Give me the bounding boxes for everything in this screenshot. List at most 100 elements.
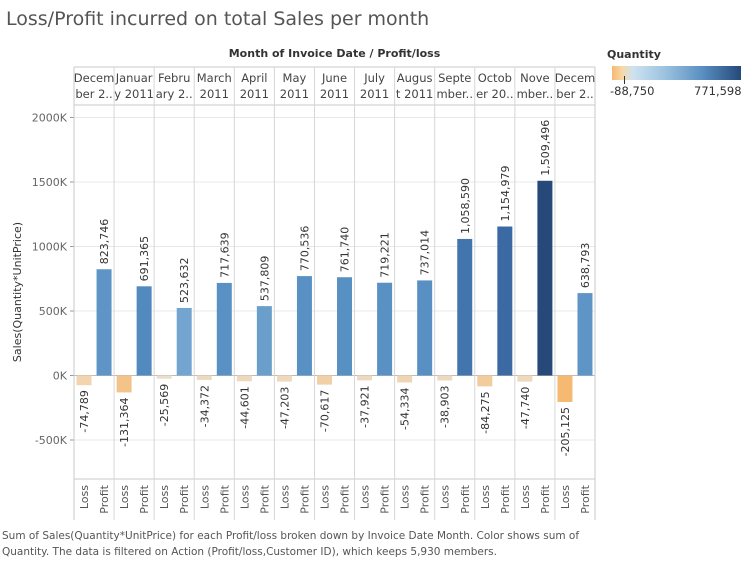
subcategory-label-profit: Profit <box>98 484 111 513</box>
subcategory-label-loss: Loss <box>158 485 171 509</box>
subcategory-label-profit: Profit <box>499 484 512 513</box>
month-label-line1: July <box>363 71 385 85</box>
profit-bar <box>296 276 312 376</box>
month-label-line1: June <box>321 71 347 85</box>
month-label-line2: 2011 <box>280 87 309 101</box>
y-axis-title: Sales(Quantity*UnitPrice) <box>11 222 24 362</box>
y-tick-label: 0K <box>53 370 68 383</box>
loss-data-label: -205,125 <box>559 407 572 456</box>
loss-data-label: -38,903 <box>439 386 452 428</box>
profit-data-label: 717,639 <box>218 232 231 278</box>
profit-data-label: 638,793 <box>579 243 592 289</box>
y-tick-label: 500K <box>39 305 68 318</box>
subcategory-label-loss: Loss <box>118 485 131 509</box>
profit-bar <box>417 280 433 376</box>
profit-data-label: 523,632 <box>178 257 191 303</box>
month-label-line2: t 2011 <box>396 87 433 101</box>
month-label-line2: ber 2.. <box>556 87 593 101</box>
subcategory-label-profit: Profit <box>579 484 592 513</box>
loss-bar <box>557 375 573 402</box>
profit-bar <box>577 293 593 376</box>
profit-bar <box>337 277 353 376</box>
legend-color-ramp[interactable] <box>612 66 741 80</box>
loss-bar <box>517 375 533 382</box>
subcategory-label-profit: Profit <box>258 484 271 513</box>
chart: Month of Invoice Date / Profit/loss 2000K… <box>11 47 596 520</box>
legend-min-label: -88,750 <box>610 84 655 98</box>
month-label-line2: y 2011 <box>114 87 154 101</box>
profit-data-label: 770,536 <box>298 226 311 272</box>
subcategory-label-loss: Loss <box>359 485 372 509</box>
column-header: Month of Invoice Date / Profit/loss <box>229 47 441 60</box>
profit-data-label: 537,809 <box>258 256 271 302</box>
legend-max-label: 771,598 <box>694 84 742 98</box>
subcategory-label-loss: Loss <box>479 485 492 509</box>
profit-bar <box>96 269 112 376</box>
profit-bar <box>537 180 553 376</box>
profit-bar <box>176 307 192 376</box>
loss-data-label: -131,364 <box>118 397 131 446</box>
legend-title: Quantity <box>607 48 661 61</box>
subcategory-label-loss: Loss <box>278 485 291 509</box>
profit-data-label: 719,221 <box>379 232 392 278</box>
loss-data-label: -47,740 <box>519 387 532 429</box>
subcategory-label-loss: Loss <box>238 485 251 509</box>
month-label-line1: Januar <box>115 71 153 85</box>
month-label-line1: Septe <box>438 71 471 85</box>
subcategory-label-profit: Profit <box>379 484 392 513</box>
subcategory-label-profit: Profit <box>178 484 191 513</box>
loss-bar <box>276 375 292 382</box>
subcategory-label-loss: Loss <box>78 485 91 509</box>
month-label-line2: mber.. <box>436 87 473 101</box>
subcategory-label-profit: Profit <box>459 484 472 513</box>
y-tick-label: 1000K <box>32 241 68 254</box>
loss-bar <box>477 375 493 387</box>
y-tick-label: -500K <box>35 434 68 447</box>
loss-bar <box>196 375 212 380</box>
loss-data-label: -37,921 <box>359 385 372 427</box>
y-tick-label: 1500K <box>32 176 68 189</box>
subcategory-label-loss: Loss <box>439 485 452 509</box>
loss-bar <box>236 375 252 382</box>
month-label-line1: Decem <box>74 71 115 85</box>
subcategory-label-loss: Loss <box>198 485 211 509</box>
month-label-line2: ber 2.. <box>75 87 112 101</box>
subcategory-label-loss: Loss <box>559 485 572 509</box>
month-label-line1: Octob <box>478 71 512 85</box>
month-label-line2: ary 2.. <box>156 87 193 101</box>
loss-bar <box>397 375 413 383</box>
profit-data-label: 691,365 <box>138 236 151 282</box>
loss-data-label: -74,789 <box>78 390 91 432</box>
loss-bar <box>156 375 172 379</box>
month-label-line1: April <box>241 71 267 85</box>
month-label-line2: er 20.. <box>476 87 513 101</box>
loss-data-label: -47,203 <box>278 387 291 429</box>
profit-bar <box>497 226 513 376</box>
subcategory-label-profit: Profit <box>339 484 352 513</box>
loss-data-label: -84,275 <box>479 391 492 433</box>
profit-bar <box>377 282 393 376</box>
profit-bar <box>216 282 232 376</box>
loss-bar <box>357 375 373 381</box>
loss-data-label: -25,569 <box>158 384 171 426</box>
month-label-line2: 2011 <box>240 87 269 101</box>
profit-data-label: 761,740 <box>339 227 352 273</box>
month-label-line1: Augus <box>397 71 433 85</box>
month-label-line2: 2011 <box>360 87 389 101</box>
subcategory-label-loss: Loss <box>318 485 331 509</box>
profit-data-label: 823,746 <box>98 219 111 265</box>
loss-bar <box>437 375 453 381</box>
subcategory-label-profit: Profit <box>218 484 231 513</box>
chart-caption: Sum of Sales(Quantity*UnitPrice) for eac… <box>2 530 580 558</box>
profit-bar <box>136 286 152 376</box>
y-tick-label: 2000K <box>32 112 68 125</box>
profit-bar <box>457 238 473 376</box>
loss-bar <box>316 375 332 385</box>
month-label-line1: Febru <box>158 71 190 85</box>
profit-bar <box>256 306 272 376</box>
month-label-line1: March <box>197 71 232 85</box>
loss-bar <box>116 375 132 393</box>
profit-data-label: 737,014 <box>419 230 432 276</box>
subcategory-label-profit: Profit <box>539 484 552 513</box>
profit-data-label: 1,154,979 <box>499 166 512 222</box>
